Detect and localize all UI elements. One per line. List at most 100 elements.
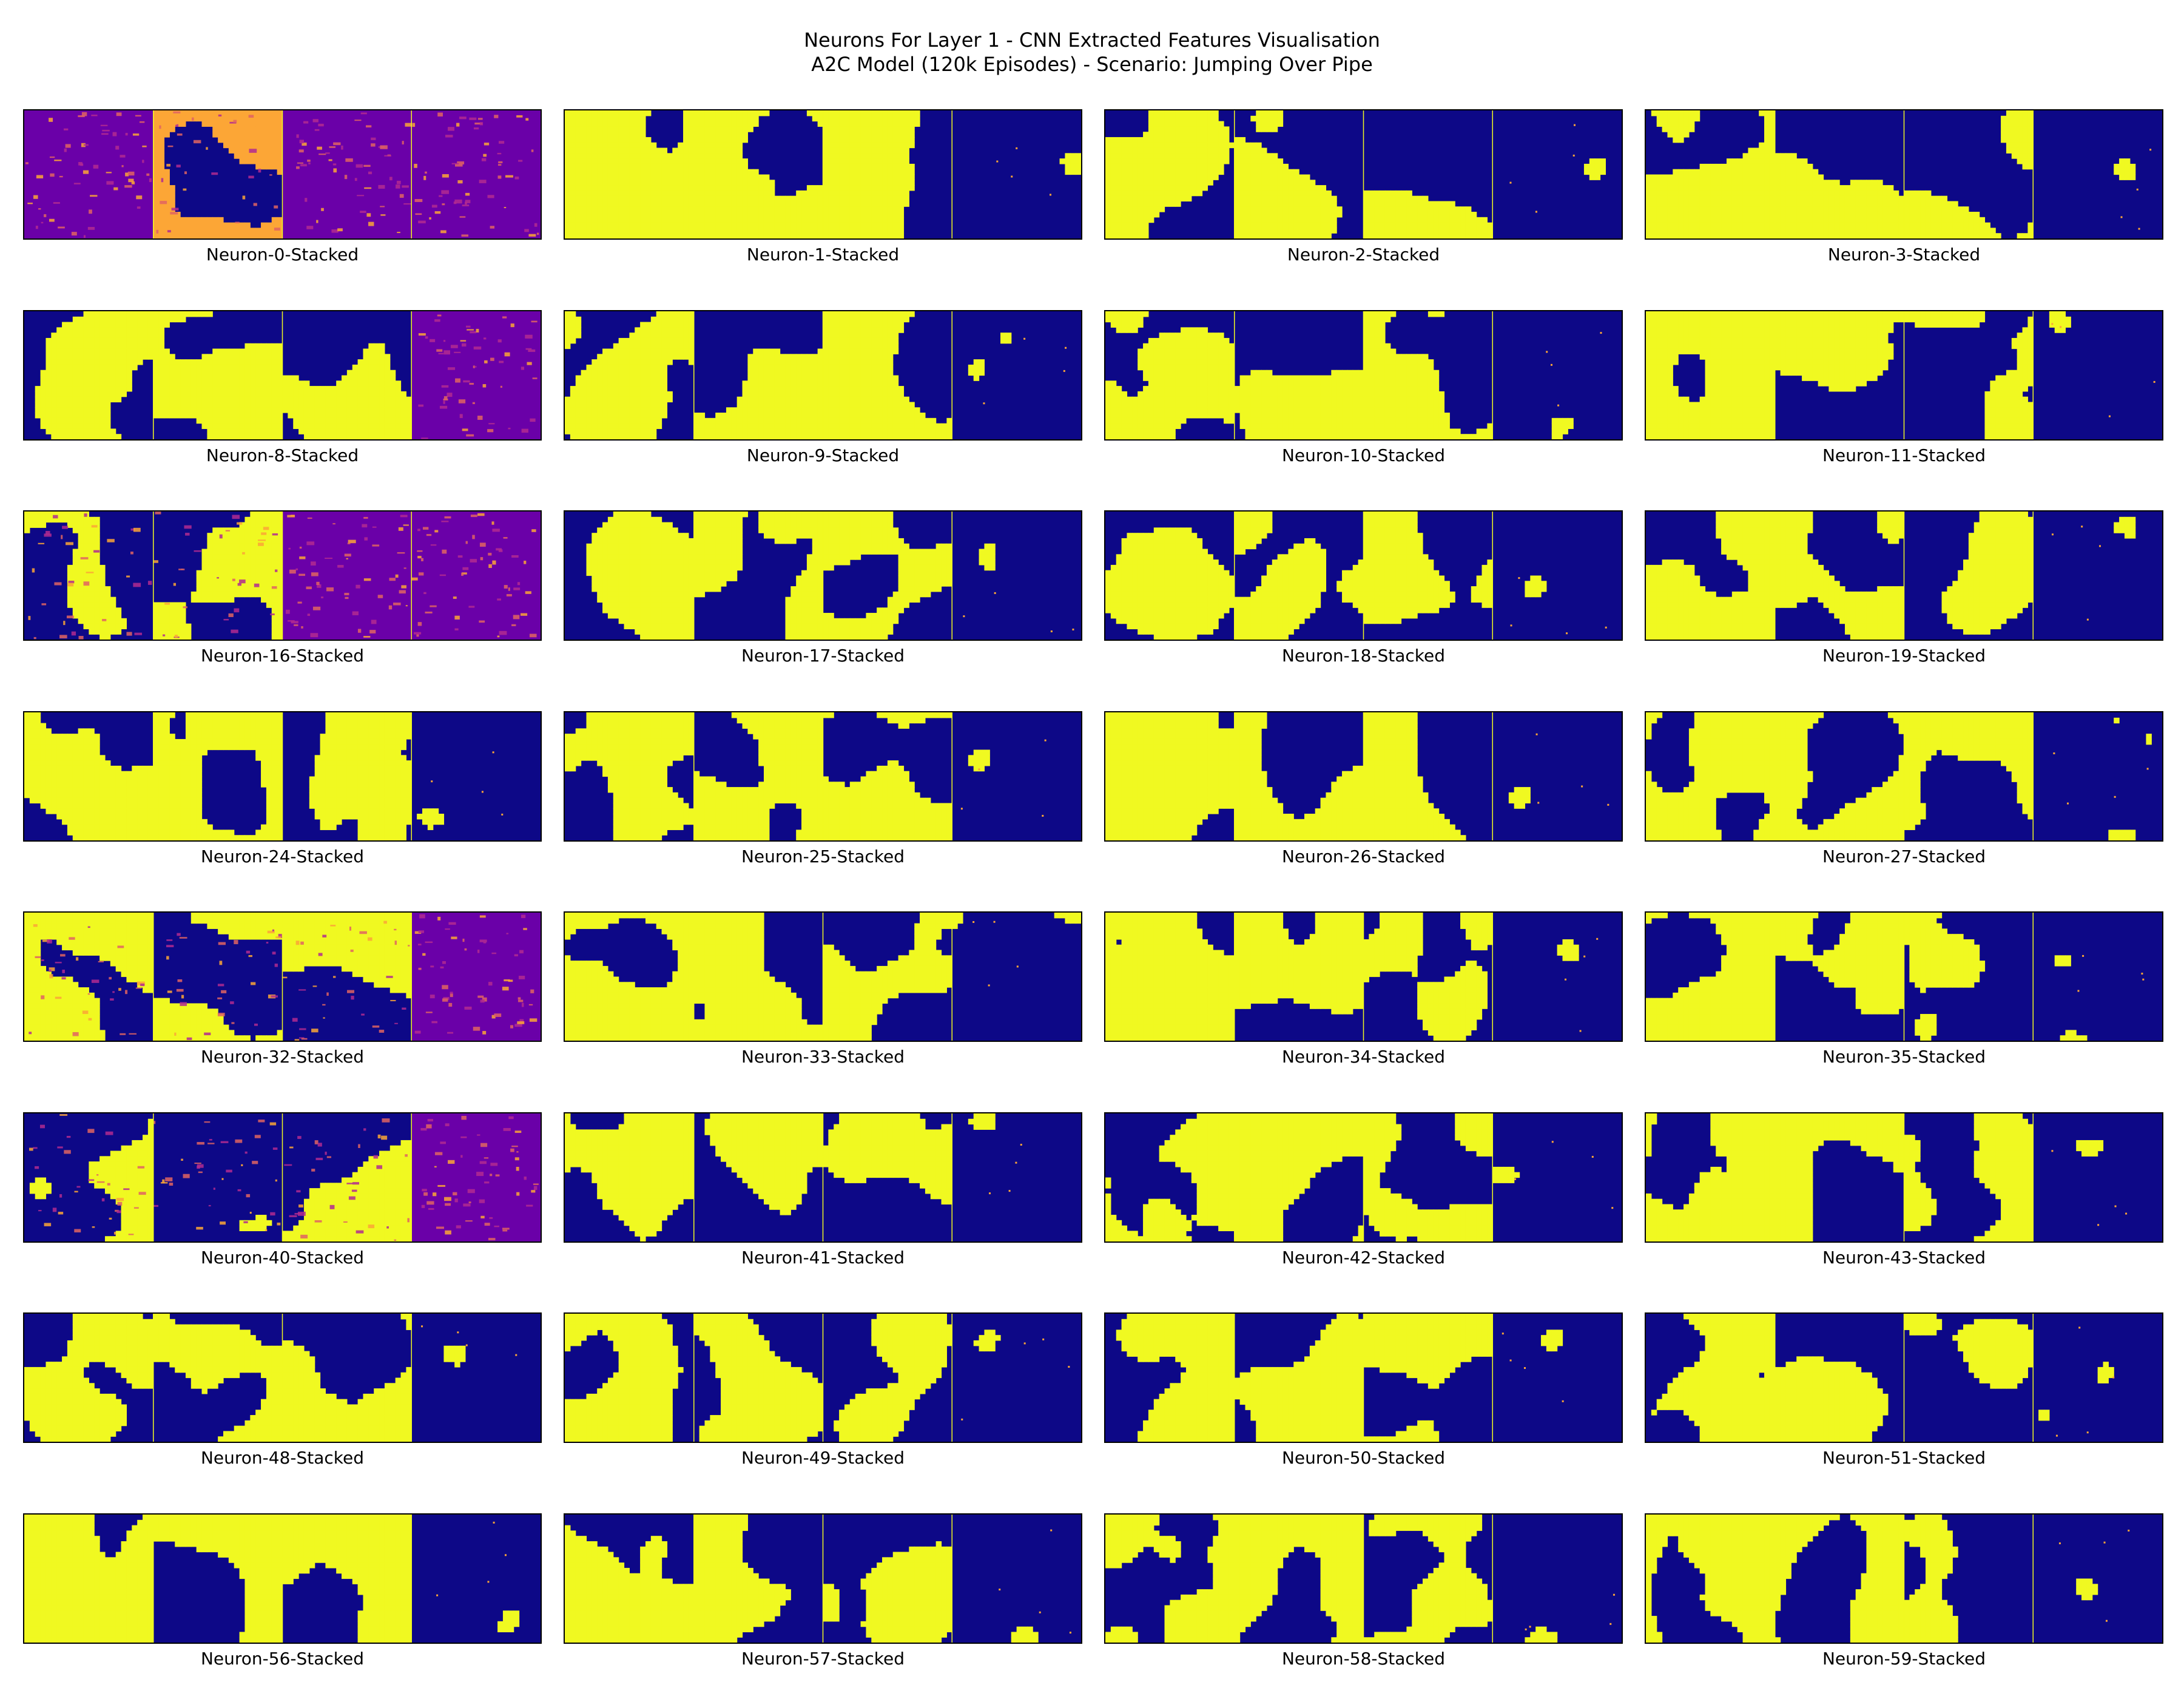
frame-4: [1492, 913, 1622, 1041]
neuron-label: Neuron-43-Stacked: [1645, 1247, 2163, 1269]
frame-4: [951, 1514, 1081, 1643]
frame-3: [281, 512, 412, 640]
frame-2: [1234, 1514, 1364, 1643]
frame-background: [2033, 712, 2162, 840]
frame-2: [1774, 110, 1905, 238]
frame-4: [951, 110, 1081, 238]
frame-4: [411, 512, 541, 640]
frame-2: [153, 1113, 283, 1241]
stacked-frames-heatmap: [1646, 712, 2162, 840]
neuron-feature-image: [1104, 1312, 1623, 1443]
frame-3: [1903, 712, 2034, 840]
neuron-panel: Neuron-3-Stacked: [1645, 109, 2163, 279]
neuron-panel: Neuron-10-Stacked: [1104, 309, 1623, 480]
neuron-feature-image: [564, 309, 1082, 441]
frame-1: [24, 913, 154, 1041]
frame-background: [2033, 512, 2162, 640]
frame-3: [1903, 512, 2034, 640]
frame-background: [2033, 913, 2162, 1041]
stacked-frames-heatmap: [24, 913, 541, 1041]
neuron-panel: Neuron-24-Stacked: [23, 711, 542, 881]
frame-background: [952, 913, 1081, 1041]
neuron-label: Neuron-51-Stacked: [1645, 1447, 2163, 1469]
neuron-label: Neuron-35-Stacked: [1645, 1046, 2163, 1068]
frame-3: [822, 1113, 952, 1241]
neuron-panel: Neuron-17-Stacked: [564, 510, 1082, 680]
frame-3: [1363, 1514, 1493, 1643]
neuron-feature-image: [1645, 510, 2163, 641]
neuron-panel: Neuron-18-Stacked: [1104, 510, 1623, 680]
neuron-panel: Neuron-2-Stacked: [1104, 109, 1623, 279]
neuron-label: Neuron-41-Stacked: [564, 1247, 1082, 1269]
neuron-feature-image: [1645, 911, 2163, 1042]
neuron-panel: Neuron-33-Stacked: [564, 911, 1082, 1081]
frame-2: [1774, 1113, 1905, 1241]
neuron-feature-image: [1104, 309, 1623, 441]
stacked-frames-heatmap: [565, 1514, 1081, 1643]
neuron-feature-image: [564, 711, 1082, 842]
frame-2: [1774, 1314, 1904, 1442]
frame-1: [1105, 311, 1235, 439]
frame-2: [1774, 913, 1905, 1041]
frame-3: [822, 1514, 952, 1643]
stacked-frames-heatmap: [1105, 1113, 1622, 1241]
neuron-feature-image: [1645, 309, 2163, 441]
neuron-panel: Neuron-50-Stacked: [1104, 1312, 1623, 1482]
neuron-panel: Neuron-25-Stacked: [564, 711, 1082, 881]
neuron-feature-image: [564, 1112, 1082, 1243]
frame-4: [951, 1113, 1081, 1241]
neuron-panel: Neuron-11-Stacked: [1645, 309, 2163, 480]
frame-3: [281, 913, 412, 1041]
frame-3: [1363, 512, 1493, 640]
neuron-label: Neuron-11-Stacked: [1645, 445, 2163, 467]
neuron-feature-image: [564, 1312, 1082, 1443]
neuron-feature-image: [23, 1513, 542, 1644]
frame-1: [24, 512, 154, 640]
frame-4: [1492, 110, 1622, 238]
frame-4: [951, 311, 1081, 439]
frame-3: [1363, 1113, 1493, 1241]
frame-3: [822, 1314, 952, 1442]
stacked-frames-heatmap: [1646, 913, 2162, 1041]
stacked-frames-heatmap: [1105, 1514, 1622, 1643]
stacked-frames-heatmap: [1646, 311, 2162, 439]
neuron-label: Neuron-2-Stacked: [1104, 244, 1623, 266]
stacked-frames-heatmap: [1105, 110, 1622, 238]
frame-2: [1234, 1113, 1364, 1241]
neuron-feature-image: [1645, 1513, 2163, 1644]
frame-1: [1105, 1514, 1235, 1643]
neuron-panel-grid: Neuron-0-Stacked Neuron-1-Stacked Neuron-2…: [23, 109, 2163, 1669]
frame-4: [411, 311, 541, 439]
neuron-feature-image: [1645, 1312, 2163, 1443]
neuron-panel: Neuron-51-Stacked: [1645, 1312, 2163, 1482]
frame-1: [1105, 913, 1235, 1041]
frame-3: [281, 712, 412, 840]
stacked-frames-heatmap: [565, 712, 1081, 840]
neuron-panel: Neuron-9-Stacked: [564, 309, 1082, 480]
frame-4: [2032, 1113, 2162, 1241]
stacked-frames-heatmap: [1646, 1314, 2162, 1442]
frame-4: [2032, 913, 2162, 1041]
neuron-label: Neuron-9-Stacked: [564, 445, 1082, 467]
neuron-panel: Neuron-48-Stacked: [23, 1312, 542, 1482]
frame-3: [822, 913, 952, 1041]
neuron-label: Neuron-0-Stacked: [23, 244, 542, 266]
frame-background: [282, 110, 412, 238]
frame-1: [565, 1113, 695, 1241]
frame-2: [1774, 311, 1905, 439]
stacked-frames-heatmap: [565, 110, 1081, 238]
frame-1: [1646, 512, 1776, 640]
stacked-frames-heatmap: [1105, 1314, 1622, 1442]
frame-4: [411, 1514, 541, 1643]
frame-1: [1646, 712, 1776, 840]
frame-4: [1492, 512, 1622, 640]
figure-title-line-2: A2C Model (120k Episodes) - Scenario: Ju…: [0, 52, 2184, 76]
frame-1: [565, 512, 695, 640]
neuron-label: Neuron-3-Stacked: [1645, 244, 2163, 266]
neuron-panel: Neuron-41-Stacked: [564, 1112, 1082, 1282]
frame-4: [2032, 712, 2162, 840]
stacked-frames-heatmap: [24, 311, 541, 439]
neuron-feature-image: [23, 510, 542, 641]
frame-3: [1903, 1314, 2034, 1442]
neuron-feature-image: [1104, 1112, 1623, 1243]
